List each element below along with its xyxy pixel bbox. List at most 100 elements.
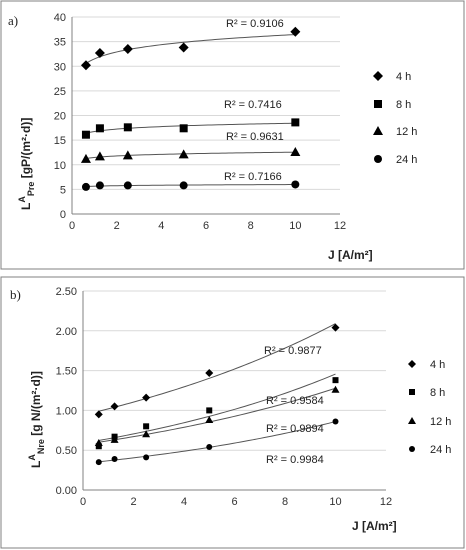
data-point-4h <box>94 410 103 419</box>
x-tick-label: 10 <box>329 496 341 508</box>
data-point-12h <box>142 430 151 438</box>
panel-a-gridlines <box>72 16 340 190</box>
data-point-24h <box>95 459 102 466</box>
legend-marker-8h <box>409 389 415 395</box>
data-point-8h <box>291 118 300 127</box>
panel-a-ylabel-sup: A <box>17 196 27 203</box>
r2-label: R² = 0.9584 <box>266 395 324 407</box>
panel-b-border <box>0 276 465 549</box>
data-point-24h <box>206 444 213 451</box>
y-tick-label: 0.50 <box>56 445 77 457</box>
data-point-8h <box>123 123 132 132</box>
data-point-24h <box>143 454 150 461</box>
legend-label: 4 h <box>430 359 445 371</box>
data-point-12h <box>80 153 91 163</box>
y-tick-label: 1.00 <box>56 405 77 417</box>
r2-label: R² = 0.9984 <box>266 454 324 466</box>
x-tick-label: 4 <box>158 220 164 232</box>
x-tick-label: 8 <box>248 220 254 232</box>
panel-b-ylabel-base: L <box>29 461 43 468</box>
y-tick-label: 0 <box>60 209 66 221</box>
data-point-12h <box>122 150 133 160</box>
x-tick-label: 6 <box>231 496 237 508</box>
y-tick-label: 1.50 <box>56 366 77 378</box>
panel-b-tick-labels: 0.00 0.50 1.00 1.50 2.00 2.50 0 2 4 6 8 10 12 <box>56 286 393 508</box>
panel-a-ylabel-rest: [gP/(m²·d)] <box>19 118 33 182</box>
data-point-24h <box>111 455 118 462</box>
panel-b-data-points <box>94 323 340 466</box>
legend-marker-12h <box>373 126 383 135</box>
r2-label: R² = 0.7416 <box>224 99 282 111</box>
legend-label: 8 h <box>396 99 411 111</box>
data-point-4h <box>110 402 119 411</box>
r2-label: R² = 0.9631 <box>226 131 284 143</box>
y-tick-label: 5 <box>60 184 66 196</box>
trendline-8h <box>85 122 296 134</box>
data-point-12h <box>178 149 189 159</box>
panel-a-data-points <box>80 26 301 191</box>
data-point-12h <box>94 151 105 161</box>
data-point-12h <box>110 435 119 443</box>
data-point-8h <box>179 124 188 133</box>
x-tick-label: 12 <box>334 220 346 232</box>
panel-a-x-axis-label: J [A/m²] <box>328 248 373 262</box>
legend-marker-4h <box>373 71 383 81</box>
data-point-4h <box>80 60 91 71</box>
trendline-4h <box>98 323 336 412</box>
legend-marker-8h <box>374 100 382 108</box>
y-tick-label: 35 <box>54 37 66 49</box>
data-point-12h <box>94 439 103 447</box>
x-tick-label: 4 <box>181 496 187 508</box>
r2-label: R² = 0.7166 <box>224 171 282 183</box>
legend-marker-24h <box>409 446 415 452</box>
panel-a-border <box>0 0 465 270</box>
trendline-24h <box>98 421 336 463</box>
y-tick-label: 10 <box>54 160 66 172</box>
legend-marker-4h <box>408 360 416 368</box>
data-point-24h <box>332 418 339 425</box>
data-point-4h <box>178 42 189 53</box>
data-point-8h <box>206 407 213 414</box>
panel-a-r2-labels: R² = 0.9106 R² = 0.7416 R² = 0.9631 R² = 0.… <box>224 18 284 183</box>
data-point-4h <box>205 368 214 377</box>
legend-label: 12 h <box>396 126 417 138</box>
x-tick-label: 12 <box>380 496 392 508</box>
data-point-4h <box>142 393 151 402</box>
panel-a-ylabel-sub: Pre <box>26 182 36 197</box>
panel-a-label: a) <box>8 13 18 28</box>
data-point-4h <box>331 323 340 332</box>
legend-label: 24 h <box>396 154 417 166</box>
data-point-4h <box>290 26 301 37</box>
panel-b-r2-labels: R² = 0.9877 R² = 0.9584 R² = 0.9894 R² = 0.… <box>264 345 324 466</box>
data-point-12h <box>331 385 340 393</box>
r2-label: R² = 0.9877 <box>264 345 322 357</box>
data-point-4h <box>94 47 105 58</box>
y-tick-label: 40 <box>54 12 66 24</box>
trendline-4h <box>85 34 296 64</box>
r2-label: R² = 0.9894 <box>266 423 324 435</box>
data-point-8h <box>95 124 104 133</box>
legend-label: 4 h <box>396 71 411 83</box>
panel-b-ylabel-sup: A <box>27 454 37 461</box>
panel-b-legend: 4 h 8 h 12 h 24 h <box>408 359 451 456</box>
x-tick-label: 6 <box>203 220 209 232</box>
panel-b-y-axis-label: LANre [g N/(m²·d)] <box>27 371 46 468</box>
x-tick-label: 2 <box>114 220 120 232</box>
trendline-12h <box>98 387 336 443</box>
legend-label: 12 h <box>430 416 451 428</box>
panel-b-x-axis-label: J [A/m²] <box>352 519 397 533</box>
panel-a-y-axis-label: LAPre [gP/(m²·d)] <box>17 118 36 210</box>
y-tick-label: 30 <box>54 61 66 73</box>
r2-label: R² = 0.9106 <box>226 18 284 30</box>
trendline-8h <box>98 373 336 441</box>
panel-b-ylabel-rest: [g N/(m²·d)] <box>29 371 43 439</box>
data-point-12h <box>205 415 214 423</box>
legend-label: 24 h <box>430 444 451 456</box>
y-tick-label: 2.00 <box>56 326 77 338</box>
data-point-24h <box>179 181 188 190</box>
x-tick-label: 0 <box>69 220 75 232</box>
data-point-12h <box>290 146 301 156</box>
data-point-8h <box>332 377 339 384</box>
data-point-24h <box>95 181 104 190</box>
